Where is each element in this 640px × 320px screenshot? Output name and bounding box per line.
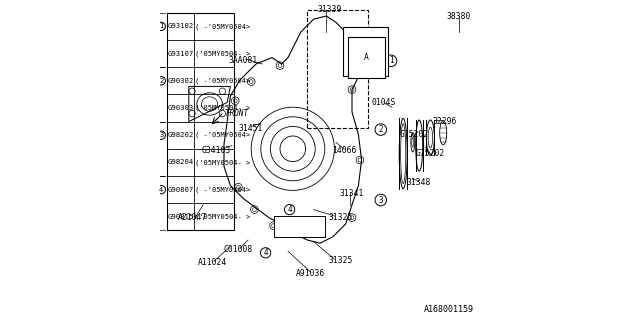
Text: G75202: G75202 xyxy=(400,130,429,139)
Text: FRONT: FRONT xyxy=(226,109,249,118)
Text: ( -'05MY0504>: ( -'05MY0504> xyxy=(195,186,250,193)
Text: 2: 2 xyxy=(378,125,383,134)
Text: 3AA081: 3AA081 xyxy=(228,56,258,65)
Text: G90303: G90303 xyxy=(168,105,194,111)
Text: A168001159: A168001159 xyxy=(424,305,474,314)
FancyBboxPatch shape xyxy=(167,13,234,230)
Text: 14066: 14066 xyxy=(332,146,356,155)
Text: G93107: G93107 xyxy=(168,51,194,57)
Text: ( -'05MY0504>: ( -'05MY0504> xyxy=(195,23,250,30)
Text: A11024: A11024 xyxy=(198,258,227,267)
Text: ('05MY0504- >: ('05MY0504- > xyxy=(195,213,250,220)
Circle shape xyxy=(157,186,165,194)
Text: 4: 4 xyxy=(159,187,163,193)
Text: ('05MY0504- >: ('05MY0504- > xyxy=(195,105,250,111)
Text: 31339: 31339 xyxy=(317,5,342,14)
FancyBboxPatch shape xyxy=(274,216,325,237)
Text: G98202: G98202 xyxy=(168,132,194,138)
Text: 31325: 31325 xyxy=(328,213,353,222)
Text: G90302: G90302 xyxy=(168,78,194,84)
Circle shape xyxy=(157,77,165,85)
Text: G98204: G98204 xyxy=(168,159,194,165)
FancyBboxPatch shape xyxy=(307,10,368,128)
Text: G93102: G93102 xyxy=(168,23,194,29)
Text: ('05MY0504- >: ('05MY0504- > xyxy=(195,50,250,57)
Text: 0104S: 0104S xyxy=(372,98,396,107)
Text: 4: 4 xyxy=(287,205,292,214)
Text: ( -'05MY0504>: ( -'05MY0504> xyxy=(195,77,250,84)
Text: 31348: 31348 xyxy=(407,178,431,187)
Text: ('05MY0504- >: ('05MY0504- > xyxy=(195,159,250,166)
Text: A91036: A91036 xyxy=(296,269,325,278)
Text: 4: 4 xyxy=(263,248,268,257)
Text: G75202: G75202 xyxy=(416,149,445,158)
Text: 1: 1 xyxy=(159,23,163,29)
Text: 1: 1 xyxy=(388,56,394,65)
Text: 38380: 38380 xyxy=(447,12,472,20)
Circle shape xyxy=(157,22,165,31)
Text: C01008: C01008 xyxy=(224,245,253,254)
Text: 2: 2 xyxy=(159,78,163,84)
Text: 31341: 31341 xyxy=(340,189,364,198)
Text: 32296: 32296 xyxy=(433,117,457,126)
Text: 3: 3 xyxy=(378,196,383,204)
Text: ( -'05MY0504>: ( -'05MY0504> xyxy=(195,132,250,139)
Text: A: A xyxy=(362,46,369,56)
Text: 31325: 31325 xyxy=(328,256,353,265)
Text: G90807: G90807 xyxy=(168,187,194,193)
Text: A: A xyxy=(364,53,369,62)
Text: 3: 3 xyxy=(159,132,163,138)
Text: A21047: A21047 xyxy=(177,213,207,222)
Text: G90815: G90815 xyxy=(168,214,194,220)
Text: G34103: G34103 xyxy=(202,146,230,155)
Text: 31451: 31451 xyxy=(239,124,264,132)
Circle shape xyxy=(157,131,165,140)
